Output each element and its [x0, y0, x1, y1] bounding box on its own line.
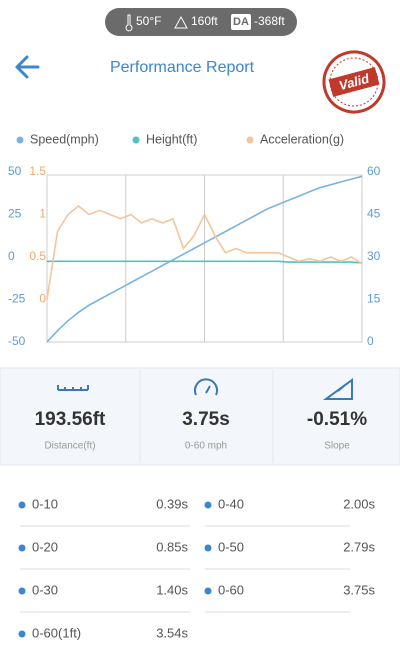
distance-icon	[57, 385, 89, 391]
stats-panel	[0, 367, 400, 466]
y-tick-label: 0	[8, 249, 15, 263]
time-label: 0-20	[32, 539, 58, 554]
stamp: Valid	[322, 50, 386, 114]
time-label: 0-10	[32, 496, 58, 511]
y2-tick-label: 45	[367, 207, 381, 221]
altitude: 160ft	[191, 14, 218, 28]
thermometer-icon	[125, 14, 133, 32]
bullet	[204, 501, 212, 509]
bullet	[204, 544, 212, 552]
time-value: 2.00s	[343, 496, 375, 511]
time-value: 2.79s	[343, 539, 375, 554]
y2-tick-label: 15	[367, 292, 381, 306]
bullet	[18, 587, 26, 595]
y3-tick-label: 0.5	[29, 249, 46, 263]
time-label: 0-60	[218, 582, 244, 597]
legend-dot	[246, 136, 254, 144]
stat-label: Slope	[324, 441, 350, 452]
bullet	[18, 501, 26, 509]
da-badge	[231, 14, 251, 30]
legend-dot	[132, 136, 140, 144]
time-label: 0-30	[32, 582, 58, 597]
speed-icon	[194, 378, 218, 396]
legend-label: Speed(mph)	[30, 132, 99, 146]
y2-tick-label: 0	[367, 334, 374, 348]
legend-label: Height(ft)	[146, 132, 197, 146]
y3-tick-label: 0	[39, 292, 46, 306]
time-label: 0-60(1ft)	[32, 625, 81, 640]
time-value: 1.40s	[156, 582, 188, 597]
time-value: 0.85s	[156, 539, 188, 554]
series-line	[47, 260, 363, 264]
time-label: 0-40	[218, 496, 244, 511]
y2-tick-label: 60	[367, 164, 381, 178]
density-altitude: -368ft	[254, 14, 285, 28]
back-button[interactable]	[15, 55, 40, 79]
page-title: Performance Report	[110, 59, 255, 76]
da-label: DA	[233, 16, 249, 28]
y-tick-label: 50	[8, 164, 22, 178]
y3-tick-label: 1	[39, 207, 46, 221]
time-label: 0-50	[218, 539, 244, 554]
y-tick-label: -25	[8, 292, 26, 306]
time-value: 0.39s	[156, 496, 188, 511]
stat-label: Distance(ft)	[44, 441, 95, 452]
bullet	[18, 544, 26, 552]
bullet	[18, 630, 26, 638]
slope-icon	[322, 378, 353, 400]
series-line	[46, 204, 363, 300]
bullet	[204, 587, 212, 595]
y-tick-label: -50	[8, 334, 26, 348]
time-value: 3.75s	[343, 582, 375, 597]
temperature: 50°F	[136, 14, 161, 28]
time-value: 3.54s	[156, 625, 188, 640]
y2-tick-label: 30	[367, 249, 381, 263]
y-tick-label: 25	[8, 207, 22, 221]
y3-tick-label: 1.5	[29, 164, 46, 178]
stat-value: -0.51%	[307, 409, 367, 430]
altitude-icon	[174, 15, 188, 29]
legend-dot	[16, 136, 24, 144]
legend-label: Acceleration(g)	[260, 132, 344, 146]
stat-value: 3.75s	[182, 409, 230, 430]
stat-value: 193.56ft	[35, 409, 106, 430]
series-line	[46, 175, 363, 343]
stat-label: 0-60 mph	[185, 441, 227, 452]
